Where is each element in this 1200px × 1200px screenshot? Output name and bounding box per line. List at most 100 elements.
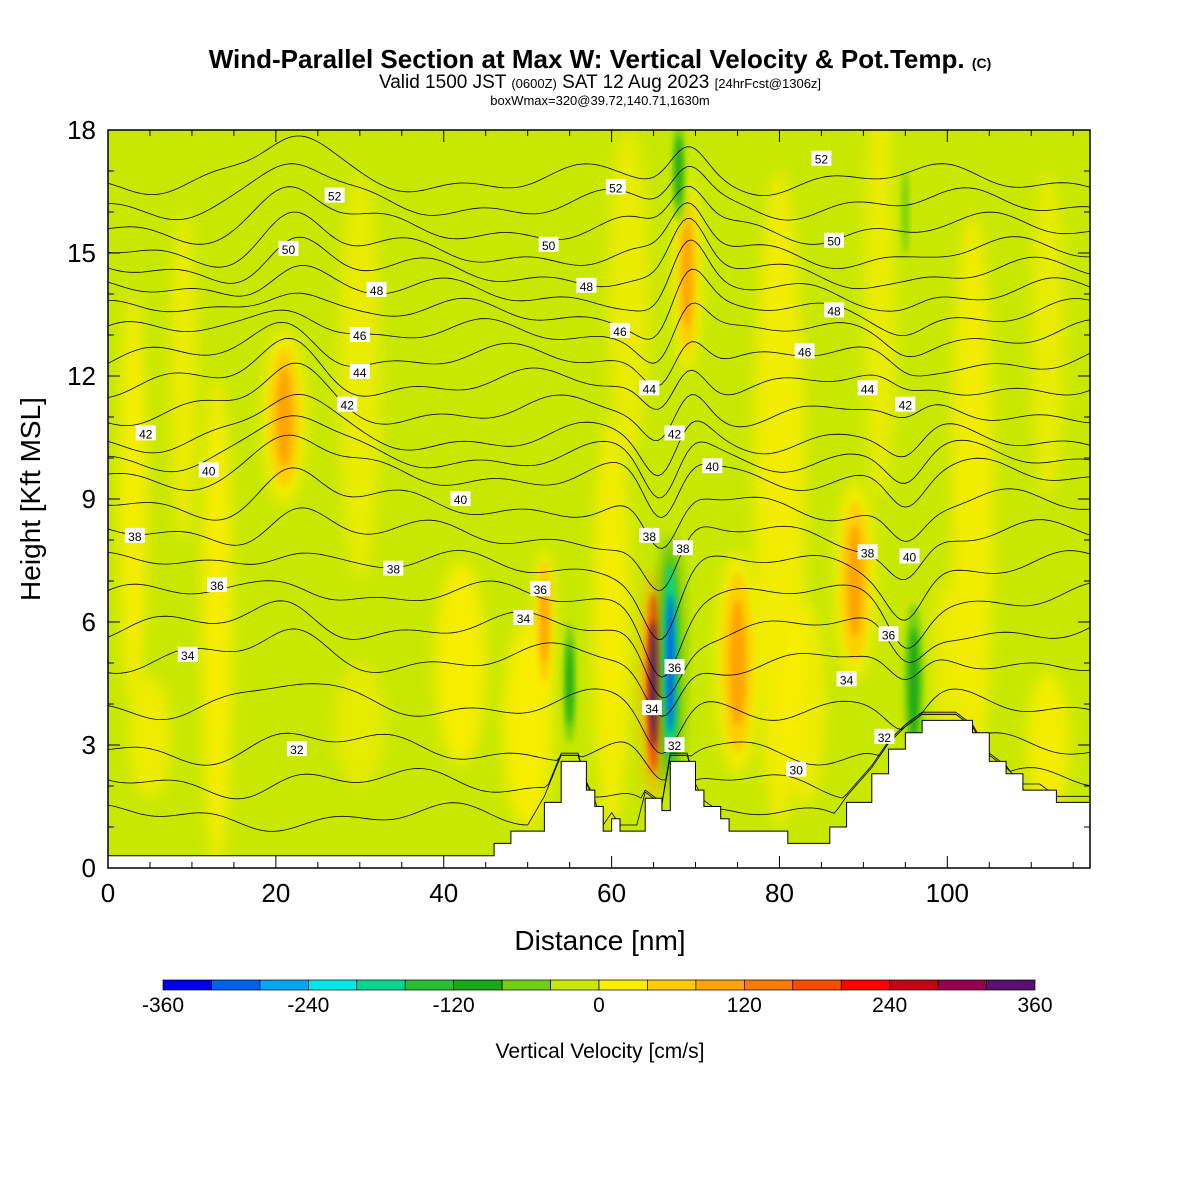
y-tick-label: 6 — [82, 607, 96, 637]
contour-label-text: 38 — [676, 542, 690, 556]
field-texture-patch — [202, 376, 233, 868]
contour-label-box — [824, 232, 845, 248]
x-tick-label: 100 — [926, 878, 969, 908]
contour-label-box — [639, 527, 660, 543]
x-tick-label: 80 — [765, 878, 794, 908]
contour-label-text: 42 — [899, 399, 913, 413]
contour-label: 38 — [672, 540, 693, 556]
contour-label-text: 40 — [454, 493, 468, 507]
contour-label-box — [786, 761, 807, 777]
contour-label-box — [641, 700, 662, 716]
x-tick-label: 60 — [597, 878, 626, 908]
subtitle-utc: (0600Z) — [511, 76, 557, 91]
colorbar-swatch — [889, 979, 939, 991]
contour-label-text: 46 — [798, 345, 812, 359]
contour-label: 36 — [207, 577, 228, 593]
field-texture-patch — [119, 294, 147, 704]
contour-label-box — [538, 236, 559, 252]
contour-label-box — [530, 581, 551, 597]
contour-label-box — [609, 322, 630, 338]
y-tick-label: 0 — [82, 853, 96, 883]
contour-label-text: 32 — [668, 739, 682, 753]
contour-label-box — [664, 737, 685, 752]
contour-label-box — [124, 527, 145, 543]
contour-label: 40 — [899, 548, 920, 564]
contour-label-text: 46 — [613, 325, 627, 339]
field-texture-patch — [863, 130, 897, 499]
y-tick-label: 15 — [67, 238, 96, 268]
theta-contour-36 — [108, 580, 1090, 678]
contour-label: 40 — [702, 458, 723, 474]
contour-label-box — [349, 327, 370, 342]
contour-label-text: 42 — [139, 427, 153, 441]
y-tick-label: 9 — [82, 484, 96, 514]
contour-label: 44 — [857, 380, 878, 396]
contour-label-text: 38 — [643, 530, 657, 544]
colorbar-swatch — [162, 979, 212, 991]
subtitle-date: SAT 12 Aug 2023 — [562, 72, 710, 93]
contour-label: 44 — [639, 380, 660, 396]
contour-label-box — [899, 548, 920, 564]
contour-label-text: 46 — [353, 329, 367, 343]
contour-label-text: 42 — [668, 427, 682, 441]
contour-labels: 52 52 52 50 50 50 48 48 48 46 46 46 44 44 44 42 42 42 42 40… — [124, 150, 920, 778]
contour-label: 48 — [576, 277, 597, 294]
colorbar-tick-label: 120 — [727, 994, 762, 1017]
field-texture-patch — [435, 560, 486, 766]
field-texture-patch — [334, 663, 385, 786]
field-texture-patch — [783, 601, 826, 807]
contour-label: 48 — [366, 281, 387, 298]
colorbar-tick-label: 240 — [872, 994, 907, 1017]
contour-label: 34 — [513, 609, 534, 626]
axis-ticks — [107, 129, 1090, 869]
chart-subtitle: Valid 1500 JST (0600Z) SAT 12 Aug 2023 [… — [0, 72, 1200, 94]
theta-contour-32 — [108, 713, 1090, 781]
field-texture-patch — [930, 581, 965, 745]
colorbar-swatch — [356, 979, 406, 991]
contour-label: 40 — [198, 462, 219, 478]
contour-label: 38 — [383, 560, 404, 577]
contour-label: 36 — [664, 659, 685, 675]
updraft-core — [682, 217, 693, 330]
contour-label-text: 30 — [790, 764, 804, 778]
contour-label-box — [639, 380, 660, 396]
colorbar-swatch — [404, 979, 455, 991]
colorbar-swatch — [598, 979, 648, 991]
contour-label-text: 50 — [542, 239, 556, 253]
contour-label-box — [824, 302, 845, 318]
contour-label: 52 — [324, 187, 345, 204]
contour-label-box — [324, 187, 345, 203]
contour-label-text: 44 — [353, 366, 367, 380]
contour-label-box — [337, 396, 358, 412]
field-texture-patch — [128, 675, 171, 799]
colorbar-swatch — [550, 979, 600, 991]
contour-label: 48 — [824, 302, 845, 318]
contour-label-box — [664, 659, 685, 675]
subtitle-forecast: [24hrFcst@1306z] — [714, 76, 822, 91]
y-tick-label: 12 — [67, 361, 96, 391]
contour-label-box — [207, 577, 228, 593]
contour-label-text: 38 — [128, 530, 142, 544]
contour-label: 32 — [874, 728, 895, 745]
contour-label-text: 34 — [840, 673, 854, 687]
contour-label-text: 50 — [827, 235, 841, 249]
y-tick-label: 18 — [67, 115, 96, 145]
contour-label: 46 — [609, 322, 630, 339]
theta-contour-minor — [108, 683, 1090, 755]
theta-contour-minor — [108, 362, 1090, 442]
contour-label-box — [576, 277, 597, 293]
y-tick-label: 3 — [82, 730, 96, 760]
theta-contour-46 — [108, 302, 1090, 364]
contour-label-text: 32 — [290, 743, 304, 757]
contour-label: 38 — [639, 527, 660, 544]
colorbar-swatch — [211, 979, 261, 991]
contour-label: 32 — [286, 741, 307, 757]
x-axis-label: Distance [nm] — [514, 925, 685, 956]
contour-label-text: 40 — [903, 550, 917, 564]
theta-contour-48 — [108, 239, 1090, 312]
field-texture-patch — [170, 212, 197, 540]
contour-label-box — [177, 646, 198, 662]
contour-label-box — [450, 491, 471, 506]
theta-contour-minor — [108, 550, 1090, 640]
